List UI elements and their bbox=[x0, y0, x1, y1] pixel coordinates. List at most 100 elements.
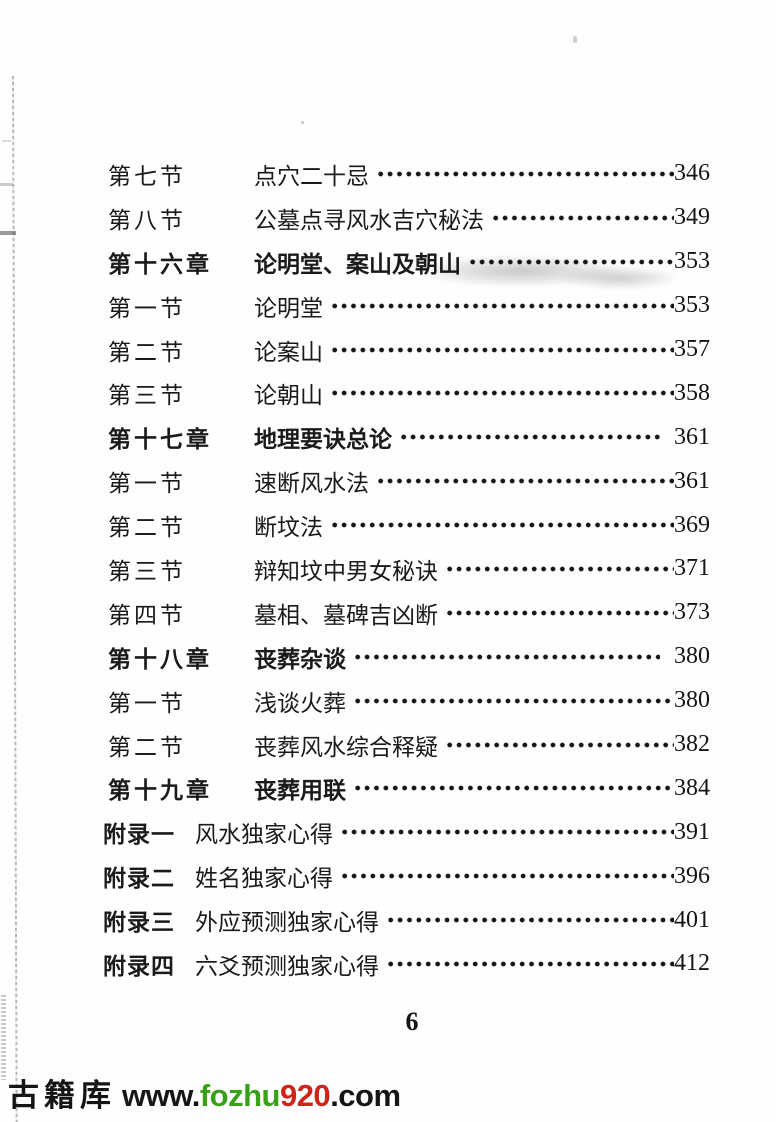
toc-entry-label: 第二节 bbox=[108, 733, 186, 760]
toc-row: 第十九章 丧葬用联 384 bbox=[108, 766, 710, 810]
scan-artifact-microtext bbox=[1, 995, 6, 1080]
dot-leader bbox=[328, 520, 674, 531]
toc-entry-page: 371 bbox=[674, 555, 710, 582]
toc-entry-title: 论明堂、案山及朝山 bbox=[254, 250, 461, 277]
toc-entry-page: 380 bbox=[674, 643, 710, 670]
dot-leader bbox=[351, 651, 660, 662]
toc-entry-label: 第十八章 bbox=[108, 645, 212, 672]
toc-row: 第十八章 丧葬杂谈 380 bbox=[108, 635, 710, 679]
toc-row: 附录一 风水独家心得 391 bbox=[103, 810, 710, 854]
toc-entry-page: 382 bbox=[674, 731, 710, 758]
toc-entry-title: 丧葬杂谈 bbox=[254, 645, 346, 672]
toc-row: 第十六章 论明堂、案山及朝山 353 bbox=[108, 240, 710, 284]
toc-entry-label: 附录一 bbox=[103, 821, 175, 848]
toc-entry-title: 丧葬用联 bbox=[254, 777, 346, 804]
toc-row: 第一节 速断风水法 361 bbox=[108, 459, 710, 503]
watermark-url-tld: .com bbox=[330, 1078, 401, 1113]
dot-leader bbox=[384, 915, 674, 926]
toc-entry-title: 丧葬风水综合释疑 bbox=[254, 733, 438, 760]
dot-leader bbox=[328, 300, 674, 311]
toc-entry-title: 公墓点寻风水吉穴秘法 bbox=[254, 206, 484, 233]
scan-artifact-dash bbox=[0, 231, 16, 235]
toc-entry-page: 373 bbox=[674, 599, 710, 626]
toc-row: 附录二 姓名独家心得 396 bbox=[103, 854, 710, 898]
scan-artifact-smudge bbox=[560, 266, 680, 290]
dot-leader bbox=[443, 607, 674, 618]
toc-row: 附录四 六爻预测独家心得 412 bbox=[103, 942, 710, 986]
toc-entry-page: 380 bbox=[674, 687, 710, 714]
toc-entry-title: 论朝山 bbox=[254, 382, 323, 409]
watermark-url-www: www. bbox=[122, 1078, 200, 1113]
toc-entry-title: 断坟法 bbox=[254, 514, 323, 541]
toc-entry-page: 357 bbox=[674, 336, 710, 362]
toc-row: 第一节 浅谈火葬 380 bbox=[108, 679, 710, 723]
dot-leader bbox=[443, 739, 674, 750]
table-of-contents: 第七节 点穴二十忌 346 第八节 公墓点寻风水吉穴秘法 349 第十六章 论明… bbox=[103, 152, 710, 986]
scan-artifact-dash bbox=[0, 183, 13, 186]
toc-row: 附录三 外应预测独家心得 401 bbox=[103, 898, 710, 942]
toc-entry-label: 第三节 bbox=[108, 557, 186, 584]
toc-entry-label: 附录三 bbox=[103, 909, 175, 936]
toc-entry-title: 外应预测独家心得 bbox=[195, 909, 379, 936]
dot-leader bbox=[338, 871, 674, 882]
toc-entry-page: 358 bbox=[674, 379, 710, 406]
toc-entry-label: 附录四 bbox=[103, 952, 175, 979]
toc-entry-label: 第四节 bbox=[108, 601, 186, 628]
watermark-url-red: 920 bbox=[279, 1078, 331, 1113]
toc-entry-title: 地理要诀总论 bbox=[254, 426, 392, 453]
toc-entry-page: 361 bbox=[674, 423, 710, 450]
dot-leader bbox=[384, 958, 674, 969]
toc-row: 第八节 公墓点寻风水吉穴秘法 349 bbox=[108, 196, 710, 240]
dot-leader bbox=[328, 344, 674, 355]
page-number: 6 bbox=[405, 1007, 419, 1036]
toc-entry-title: 风水独家心得 bbox=[195, 821, 333, 848]
toc-row: 第十七章 地理要诀总论 361 bbox=[108, 415, 710, 459]
dot-leader bbox=[351, 695, 674, 706]
toc-entry-label: 第十九章 bbox=[108, 777, 212, 804]
toc-entry-label: 第三节 bbox=[108, 382, 186, 409]
toc-entry-page: 412 bbox=[674, 950, 710, 977]
toc-entry-page: 353 bbox=[674, 292, 710, 319]
dot-leader bbox=[489, 212, 674, 223]
toc-row: 第三节 辩知坟中男女秘诀 371 bbox=[108, 547, 710, 591]
toc-entry-title: 姓名独家心得 bbox=[195, 865, 333, 892]
toc-entry-label: 第一节 bbox=[108, 294, 186, 321]
toc-row: 第二节 丧葬风水综合释疑 382 bbox=[108, 723, 710, 767]
toc-entry-label: 第二节 bbox=[108, 514, 186, 541]
toc-entry-page: 391 bbox=[674, 818, 710, 845]
watermark-site-name: 古籍库 bbox=[8, 1078, 116, 1113]
dot-leader bbox=[328, 388, 674, 399]
toc-row: 第二节 断坟法 369 bbox=[108, 503, 710, 547]
toc-entry-label: 第十七章 bbox=[108, 426, 212, 453]
toc-entry-title: 六爻预测独家心得 bbox=[195, 952, 379, 979]
toc-entry-title: 速断风水法 bbox=[254, 470, 369, 497]
toc-entry-label: 附录二 bbox=[103, 865, 175, 892]
toc-row: 第四节 墓相、墓碑吉凶断 373 bbox=[108, 591, 710, 635]
dot-leader bbox=[351, 783, 674, 794]
toc-entry-page: 384 bbox=[674, 774, 710, 801]
toc-entry-label: 第七节 bbox=[108, 162, 186, 189]
toc-entry-title: 论明堂 bbox=[254, 294, 323, 321]
dot-leader bbox=[443, 563, 674, 574]
toc-entry-title: 浅谈火葬 bbox=[254, 689, 346, 716]
dot-leader bbox=[338, 827, 674, 838]
dot-leader bbox=[374, 476, 674, 487]
watermark: 古籍库 www. fozhu 920 .com bbox=[8, 1070, 401, 1115]
toc-row: 第二节 论案山 357 bbox=[108, 328, 710, 372]
watermark-url-green: fozhu bbox=[199, 1078, 281, 1113]
toc-entry-page: 346 bbox=[674, 160, 710, 187]
toc-entry-label: 第十六章 bbox=[108, 250, 212, 277]
toc-entry-page: 349 bbox=[674, 204, 710, 231]
toc-entry-page: 369 bbox=[674, 511, 710, 538]
toc-entry-page: 401 bbox=[674, 906, 710, 933]
toc-entry-title: 论案山 bbox=[254, 338, 323, 365]
toc-entry-label: 第一节 bbox=[108, 689, 186, 716]
toc-entry-label: 第八节 bbox=[108, 206, 186, 233]
toc-row: 第三节 论朝山 358 bbox=[108, 371, 710, 415]
dot-leader bbox=[397, 432, 660, 443]
toc-entry-title: 墓相、墓碑吉凶断 bbox=[254, 601, 438, 628]
toc-entry-page: 353 bbox=[674, 248, 710, 275]
dot-leader bbox=[466, 256, 674, 267]
dot-leader bbox=[374, 168, 674, 179]
